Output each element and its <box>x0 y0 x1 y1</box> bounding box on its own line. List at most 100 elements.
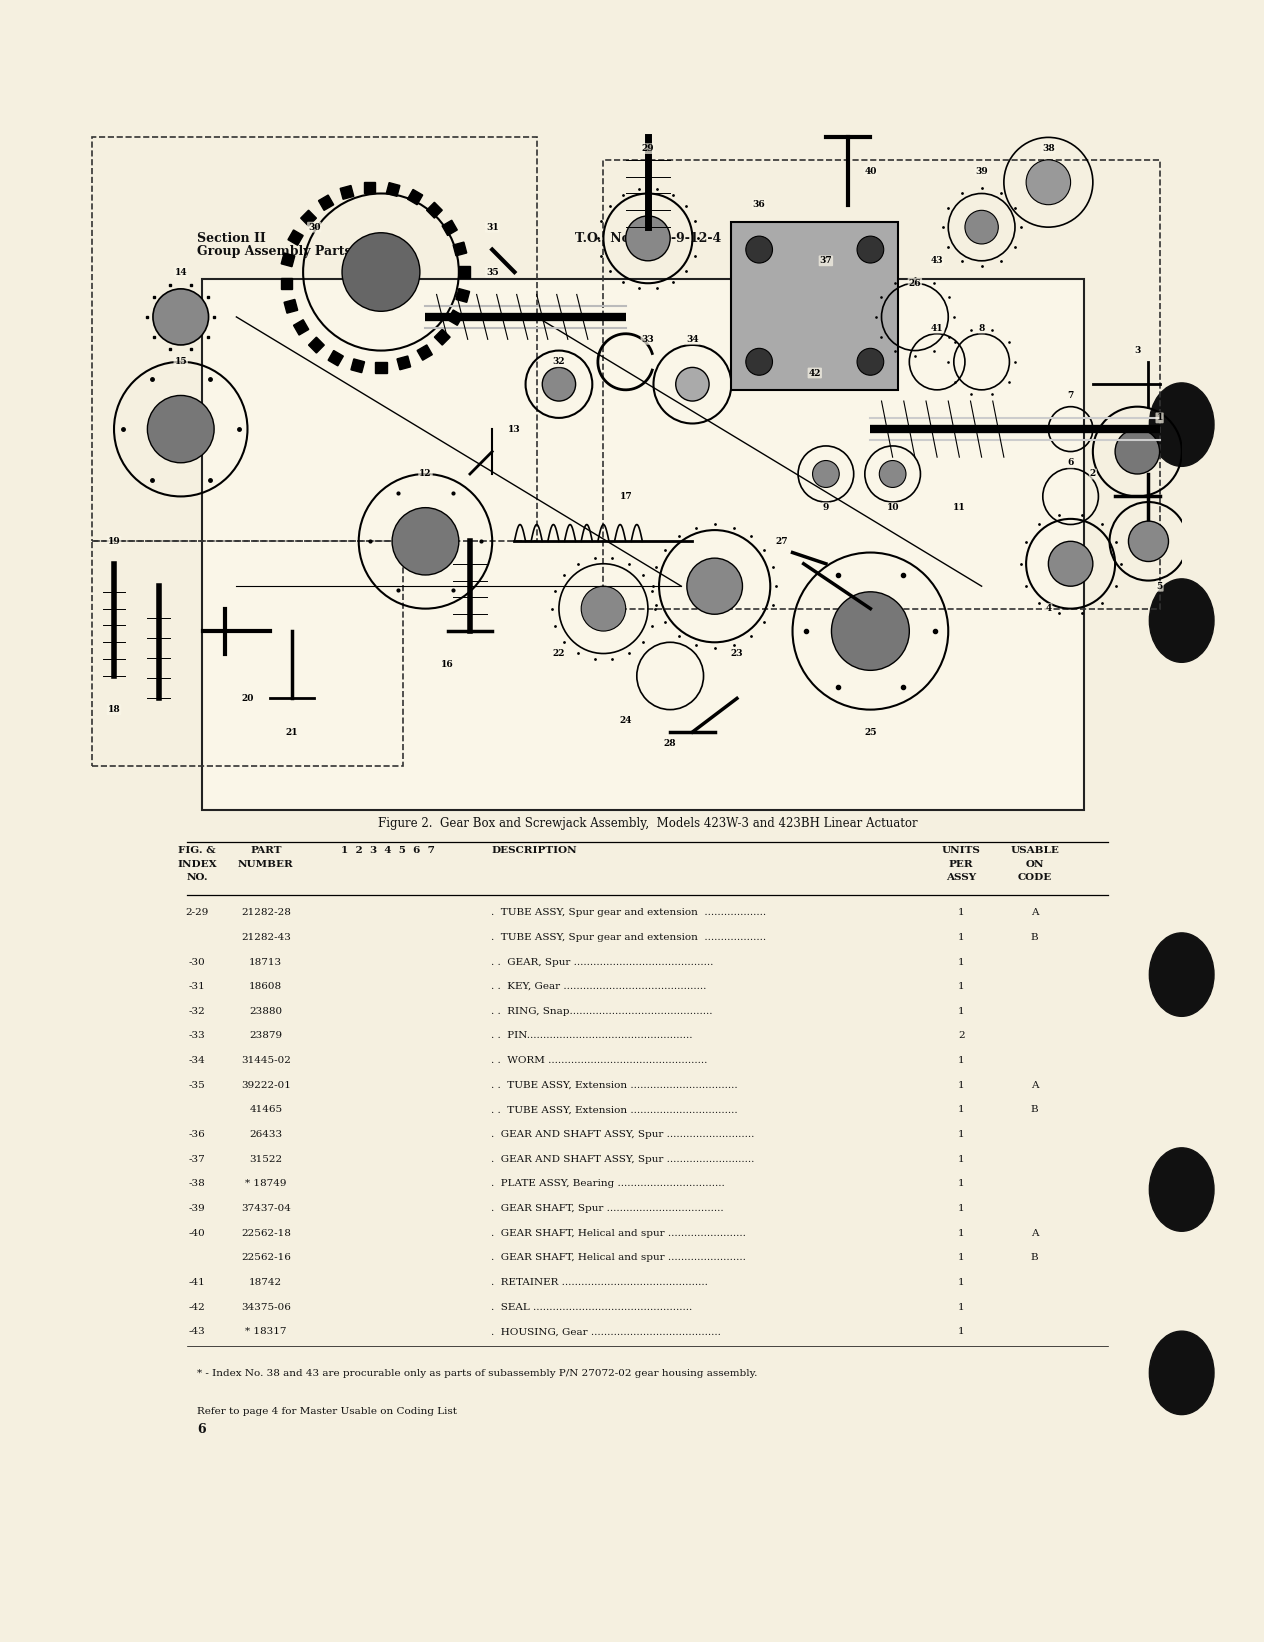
Circle shape <box>1149 1332 1213 1415</box>
Circle shape <box>1149 933 1213 1016</box>
Text: DESCRIPTION: DESCRIPTION <box>492 846 576 854</box>
Bar <box>301 210 316 227</box>
Text: -39: -39 <box>188 1204 206 1213</box>
Text: B: B <box>1031 1105 1039 1115</box>
Text: 22562-18: 22562-18 <box>241 1228 291 1238</box>
Circle shape <box>581 586 626 631</box>
Text: 2: 2 <box>1090 470 1096 478</box>
Circle shape <box>1026 159 1071 205</box>
Text: Figure 2.  Gear Box and Screwjack Assembly,  Models 423W-3 and 423BH Linear Actu: Figure 2. Gear Box and Screwjack Assembl… <box>378 816 918 829</box>
Text: 1: 1 <box>958 1204 964 1213</box>
Text: -30: -30 <box>188 957 206 967</box>
Text: -38: -38 <box>188 1179 206 1189</box>
Circle shape <box>880 460 906 488</box>
Text: 40: 40 <box>865 166 876 176</box>
Text: .  TUBE ASSY, Spur gear and extension  ...................: . TUBE ASSY, Spur gear and extension ...… <box>492 908 766 918</box>
Bar <box>364 182 375 194</box>
Text: 18: 18 <box>107 704 120 714</box>
Text: PART: PART <box>250 846 282 854</box>
Text: 1: 1 <box>958 1056 964 1066</box>
Text: 26: 26 <box>909 279 921 287</box>
Circle shape <box>813 460 839 488</box>
Bar <box>281 253 295 266</box>
Text: 1: 1 <box>958 908 964 918</box>
Text: 11: 11 <box>953 502 966 512</box>
Text: . .  PIN...................................................: . . PIN.................................… <box>492 1031 693 1041</box>
Text: 1: 1 <box>958 1228 964 1238</box>
Text: 1: 1 <box>958 982 964 992</box>
Circle shape <box>746 236 772 263</box>
Text: 2-29: 2-29 <box>186 908 209 918</box>
Text: .  GEAR AND SHAFT ASSY, Spur ...........................: . GEAR AND SHAFT ASSY, Spur ............… <box>492 1130 755 1140</box>
Text: 1: 1 <box>958 1277 964 1287</box>
Text: Section II: Section II <box>197 233 265 245</box>
Text: 18742: 18742 <box>249 1277 282 1287</box>
Bar <box>397 356 411 369</box>
Circle shape <box>1048 542 1093 586</box>
Text: 1: 1 <box>958 957 964 967</box>
Text: 18713: 18713 <box>249 957 282 967</box>
Circle shape <box>857 348 884 376</box>
Text: 1: 1 <box>958 1105 964 1115</box>
Text: 32: 32 <box>552 358 565 366</box>
Text: 21: 21 <box>286 727 298 737</box>
Text: 6: 6 <box>197 1424 206 1437</box>
Text: 30: 30 <box>308 223 321 232</box>
Circle shape <box>746 348 772 376</box>
Text: NO.: NO. <box>186 874 209 882</box>
Text: 34375-06: 34375-06 <box>241 1302 291 1312</box>
Bar <box>453 241 466 256</box>
Text: 1: 1 <box>958 1007 964 1016</box>
Text: . .  GEAR, Spur ...........................................: . . GEAR, Spur .........................… <box>492 957 713 967</box>
Text: 27: 27 <box>775 537 787 545</box>
Circle shape <box>676 368 709 401</box>
Text: 23880: 23880 <box>249 1007 282 1016</box>
Text: 23879: 23879 <box>249 1031 282 1041</box>
Circle shape <box>686 558 742 614</box>
Text: 18608: 18608 <box>249 982 282 992</box>
Text: T.O.  No.  8D1-9-12-4: T.O. No. 8D1-9-12-4 <box>575 233 720 245</box>
Text: 21282-28: 21282-28 <box>241 908 291 918</box>
Text: 9: 9 <box>823 502 829 512</box>
Bar <box>288 230 303 245</box>
Text: .  PLATE ASSY, Bearing .................................: . PLATE ASSY, Bearing ..................… <box>492 1179 724 1189</box>
Text: B: B <box>1031 1253 1039 1263</box>
Circle shape <box>392 507 459 575</box>
Text: FIG. &: FIG. & <box>178 846 216 854</box>
Text: 41465: 41465 <box>249 1105 282 1115</box>
Text: .  TUBE ASSY, Spur gear and extension  ...................: . TUBE ASSY, Spur gear and extension ...… <box>492 933 766 943</box>
Text: NUMBER: NUMBER <box>238 859 293 869</box>
Text: -37: -37 <box>188 1154 206 1164</box>
Bar <box>426 202 442 218</box>
Text: * - Index No. 38 and 43 are procurable only as parts of subassembly P/N 27072-02: * - Index No. 38 and 43 are procurable o… <box>197 1369 757 1378</box>
Bar <box>459 266 470 277</box>
Text: -40: -40 <box>188 1228 206 1238</box>
Text: 36: 36 <box>753 200 766 209</box>
Text: USABLE: USABLE <box>1010 846 1059 854</box>
Text: .  HOUSING, Gear ........................................: . HOUSING, Gear ........................… <box>492 1327 720 1337</box>
Text: 37437-04: 37437-04 <box>241 1204 291 1213</box>
Text: 25: 25 <box>865 727 877 737</box>
Circle shape <box>1149 383 1213 466</box>
Text: 1: 1 <box>958 1327 964 1337</box>
Text: 4: 4 <box>1045 604 1052 612</box>
Text: 6: 6 <box>1067 458 1074 468</box>
Bar <box>387 182 399 197</box>
Text: 8: 8 <box>978 323 985 333</box>
Text: -34: -34 <box>188 1056 206 1066</box>
Text: 22: 22 <box>552 649 565 658</box>
Text: 1: 1 <box>958 1130 964 1140</box>
Text: 42: 42 <box>809 368 822 378</box>
Text: 1: 1 <box>958 1179 964 1189</box>
Bar <box>319 195 334 210</box>
Text: * 18749: * 18749 <box>245 1179 287 1189</box>
Text: 22562-16: 22562-16 <box>241 1253 291 1263</box>
Text: 1: 1 <box>958 1154 964 1164</box>
Text: ON: ON <box>1025 859 1044 869</box>
Text: . .  TUBE ASSY, Extension .................................: . . TUBE ASSY, Extension ...............… <box>492 1080 738 1090</box>
Text: 31: 31 <box>485 223 498 232</box>
Text: . .  RING, Snap............................................: . . RING, Snap..........................… <box>492 1007 713 1016</box>
Text: 7: 7 <box>1068 391 1073 401</box>
Text: 38: 38 <box>1042 144 1054 153</box>
Text: Group Assembly Parts List: Group Assembly Parts List <box>197 245 382 258</box>
